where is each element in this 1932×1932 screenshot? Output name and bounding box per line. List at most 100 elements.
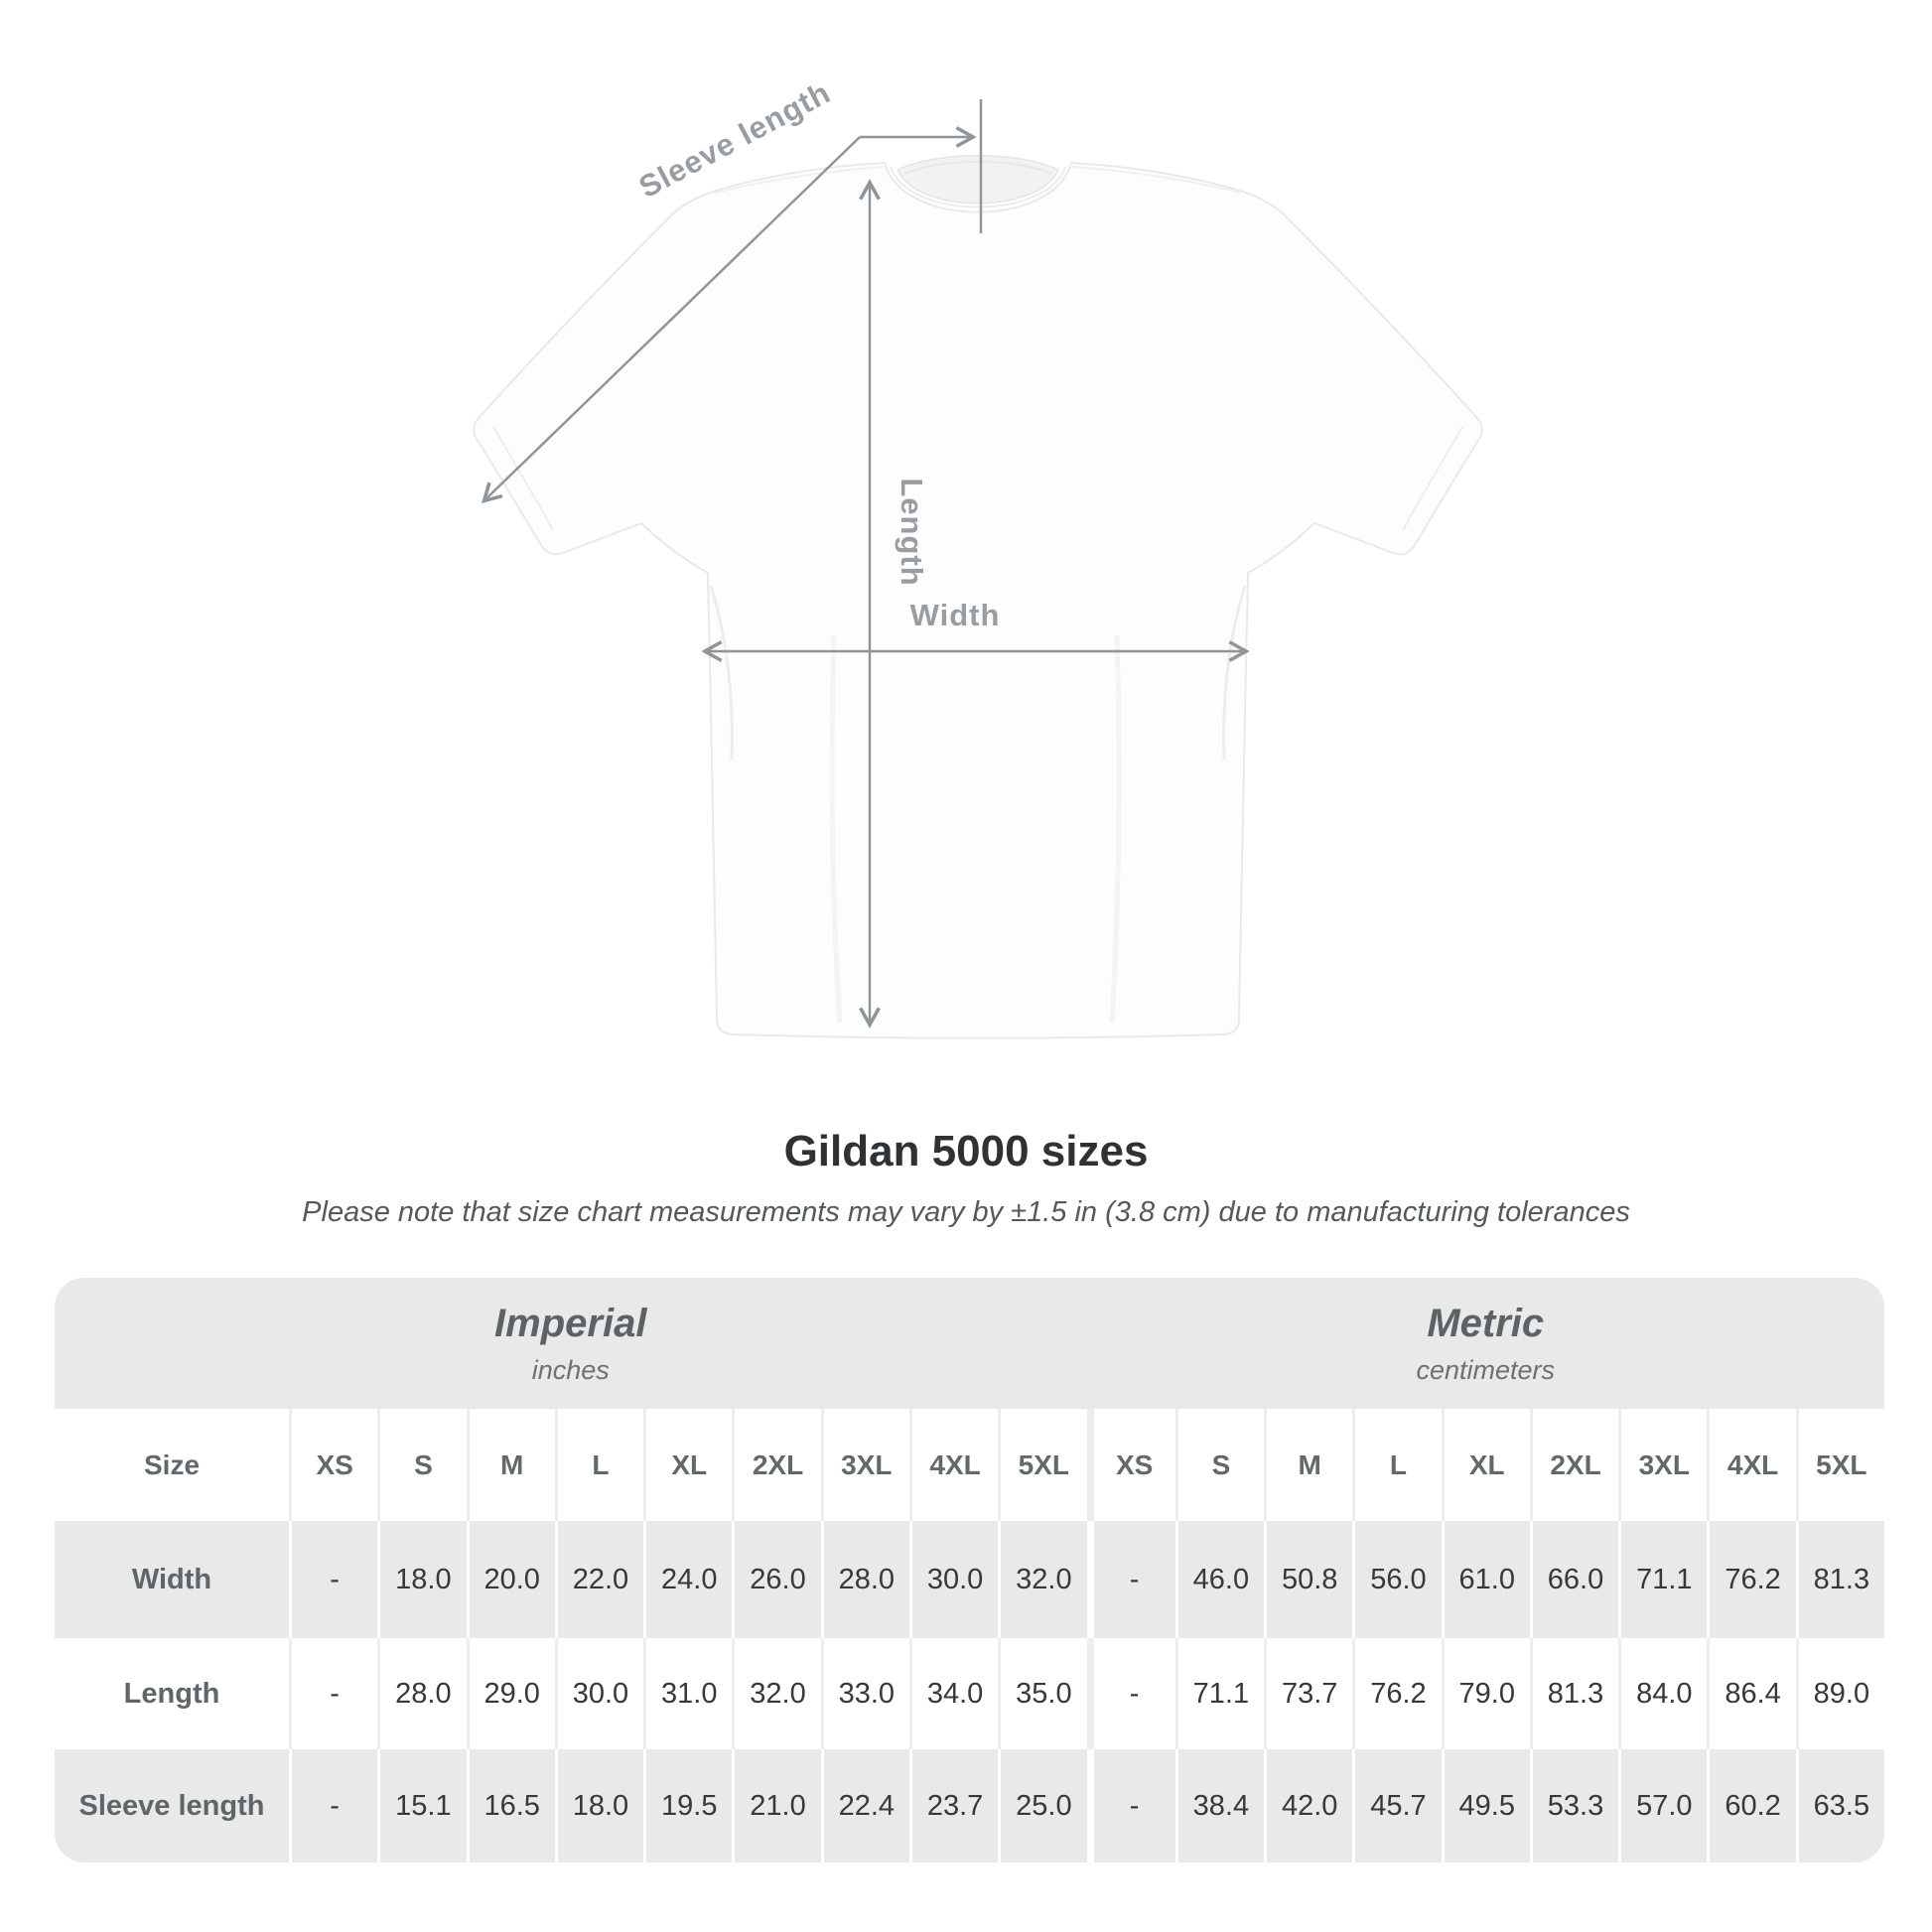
cell-sleeve-metric-xl: 49.5 (1441, 1749, 1530, 1863)
cell-sleeve-metric-2xl: 53.3 (1529, 1749, 1619, 1863)
size-col-header: XS (1086, 1409, 1175, 1522)
tolerance-note: Please note that size chart measurements… (302, 1195, 1630, 1228)
cell-width-metric-4xl: 76.2 (1707, 1521, 1796, 1639)
sleeve-length-diagonal-arrow (481, 136, 861, 503)
size-col-header: 5XL (1795, 1409, 1884, 1522)
cell-sleeve-metric-m: 42.0 (1264, 1749, 1353, 1863)
cell-sleeve-imperial-5xl: 25.0 (998, 1749, 1087, 1863)
cell-width-imperial-s: 18.0 (377, 1521, 467, 1639)
collar-back-band (903, 161, 1052, 175)
cell-width-imperial-3xl: 28.0 (820, 1521, 909, 1639)
metric-group-name: Metric (1427, 1301, 1545, 1345)
cell-length-metric-l: 76.2 (1352, 1638, 1442, 1750)
cell-length-metric-m: 73.7 (1264, 1638, 1353, 1750)
size-col-header: XS (289, 1409, 378, 1522)
size-col-header: 2XL (732, 1409, 821, 1522)
cell-sleeve-imperial-4xl: 23.7 (908, 1749, 999, 1863)
cell-sleeve-metric-5xl: 63.5 (1795, 1749, 1884, 1863)
cell-sleeve-imperial-s: 15.1 (377, 1749, 467, 1863)
cell-length-metric-xl: 79.0 (1441, 1638, 1530, 1750)
width-label: Width (910, 598, 1001, 632)
size-col-header: XL (643, 1409, 733, 1522)
cell-width-imperial-m: 20.0 (466, 1521, 555, 1639)
size-col-header: 3XL (1618, 1409, 1708, 1522)
row-label-sleeve-length: Sleeve length (55, 1749, 289, 1863)
cell-length-imperial-3xl: 33.0 (820, 1638, 909, 1750)
collar-opening (897, 155, 1059, 205)
cell-length-imperial-2xl: 32.0 (732, 1638, 821, 1750)
row-label-width: Width (55, 1521, 289, 1639)
cell-width-metric-m: 50.8 (1264, 1521, 1353, 1639)
cell-length-imperial-s: 28.0 (377, 1638, 467, 1750)
cell-length-imperial-l: 30.0 (554, 1638, 644, 1750)
body-crease-left (829, 634, 843, 1024)
cell-width-imperial-l: 22.0 (554, 1521, 644, 1639)
cell-width-imperial-xs: - (289, 1521, 378, 1639)
cell-length-imperial-4xl: 34.0 (908, 1638, 999, 1750)
size-col-header: 5XL (998, 1409, 1087, 1522)
cell-length-imperial-m: 29.0 (466, 1638, 555, 1750)
cell-sleeve-imperial-xs: - (289, 1749, 378, 1863)
row-label-length: Length (55, 1638, 289, 1750)
right-sleeve-hem (1402, 426, 1463, 531)
size-col-header: L (554, 1409, 644, 1522)
cell-width-metric-s: 46.0 (1174, 1521, 1265, 1639)
size-col-header: M (466, 1409, 555, 1522)
cell-sleeve-imperial-2xl: 21.0 (732, 1749, 821, 1863)
tshirt-graphic (473, 155, 1483, 1039)
cell-length-metric-xs: - (1086, 1638, 1175, 1750)
cell-width-imperial-4xl: 30.0 (908, 1521, 999, 1639)
metric-group-unit: centimeters (1416, 1354, 1556, 1385)
size-col-header: 4XL (1707, 1409, 1796, 1522)
tshirt-body (473, 162, 1483, 1039)
tshirt-diagram-svg: Sleeve length Length Width (473, 74, 1483, 1039)
right-armpit-shadow (1222, 585, 1247, 760)
cell-width-metric-l: 56.0 (1352, 1521, 1442, 1639)
size-row-header: Size (55, 1409, 289, 1522)
cell-sleeve-imperial-3xl: 22.4 (820, 1749, 909, 1863)
cell-sleeve-imperial-m: 16.5 (466, 1749, 555, 1863)
size-col-header: 3XL (820, 1409, 909, 1522)
cell-sleeve-imperial-l: 18.0 (554, 1749, 644, 1863)
length-label: Length (895, 478, 929, 586)
cell-length-imperial-xl: 31.0 (643, 1638, 733, 1750)
cell-length-metric-3xl: 84.0 (1618, 1638, 1708, 1750)
cell-width-metric-xl: 61.0 (1441, 1521, 1530, 1639)
cell-length-imperial-5xl: 35.0 (998, 1638, 1087, 1750)
left-shoulder-seam (714, 166, 885, 194)
page-title: Gildan 5000 sizes (783, 1127, 1149, 1175)
measurement-arrows (481, 99, 1250, 1029)
imperial-group-name: Imperial (494, 1301, 647, 1345)
cell-sleeve-metric-xs: - (1086, 1749, 1175, 1863)
cell-sleeve-metric-4xl: 60.2 (1707, 1749, 1796, 1863)
imperial-group-unit: inches (531, 1354, 610, 1385)
cell-length-imperial-xs: - (289, 1638, 378, 1750)
imperial-group-header: Imperial inches (55, 1278, 1087, 1410)
cell-width-metric-5xl: 81.3 (1795, 1521, 1884, 1639)
cell-length-metric-5xl: 89.0 (1795, 1638, 1884, 1750)
size-col-header: 2XL (1529, 1409, 1619, 1522)
cell-length-metric-2xl: 81.3 (1529, 1638, 1619, 1750)
body-crease-right (1109, 634, 1122, 1024)
cell-sleeve-imperial-xl: 19.5 (643, 1749, 733, 1863)
right-shoulder-seam (1071, 166, 1242, 194)
left-armpit-shadow (709, 585, 734, 760)
size-col-header: S (377, 1409, 467, 1522)
size-table: Imperial inches Metric centimeters Size … (55, 1278, 1884, 1863)
cell-sleeve-metric-s: 38.4 (1174, 1749, 1265, 1863)
size-col-header: XL (1441, 1409, 1530, 1522)
cell-length-metric-4xl: 86.4 (1707, 1638, 1796, 1750)
size-col-header: 4XL (908, 1409, 999, 1522)
cell-sleeve-metric-l: 45.7 (1352, 1749, 1442, 1863)
cell-width-metric-xs: - (1086, 1521, 1175, 1639)
cell-width-imperial-2xl: 26.0 (732, 1521, 821, 1639)
collar-rib-edge (890, 166, 1066, 208)
left-sleeve-hem (492, 426, 554, 531)
size-col-header: L (1352, 1409, 1442, 1522)
cell-width-imperial-xl: 24.0 (643, 1521, 733, 1639)
tshirt-measurement-diagram: Sleeve length Length Width (473, 74, 1483, 1039)
size-col-header: S (1174, 1409, 1265, 1522)
cell-width-metric-3xl: 71.1 (1618, 1521, 1708, 1639)
size-col-header: M (1264, 1409, 1353, 1522)
